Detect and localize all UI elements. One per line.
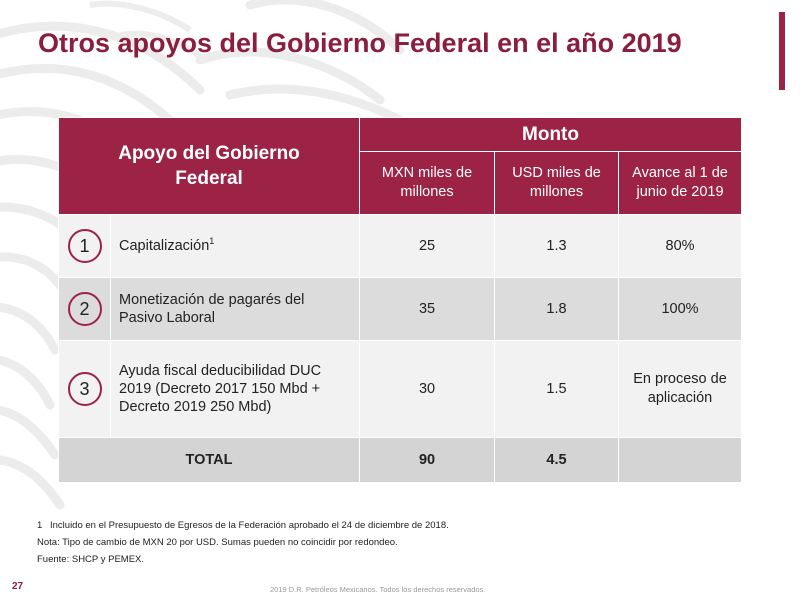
row-mxn: 35 (359, 277, 496, 341)
number-circle-icon: 3 (67, 372, 102, 406)
table-row: 3 Ayuda fiscal deducibilidad DUC 2019 (D… (58, 340, 743, 438)
row-description: Monetización de pagarés del Pasivo Labor… (109, 277, 361, 341)
footnote-marker: 1 (209, 236, 215, 247)
row-description-text: Capitalización (119, 238, 210, 254)
number-circle-icon: 2 (67, 292, 102, 326)
table-row: 1 Capitalización1 25 1.3 80% (58, 214, 743, 278)
page-title: Otros apoyos del Gobierno Federal en el … (38, 28, 682, 58)
header-monto: Monto (359, 117, 743, 152)
header-mxn: MXN miles de millones (359, 151, 496, 215)
table-row: 2 Monetización de pagarés del Pasivo Lab… (58, 277, 743, 341)
total-usd: 4.5 (494, 437, 620, 483)
header-row-2: MXN miles de millones USD miles de millo… (59, 151, 743, 215)
row-description: Ayuda fiscal deducibilidad DUC 2019 (Dec… (109, 340, 361, 438)
row-avance: 100% (618, 277, 743, 341)
accent-bar (779, 12, 785, 90)
row-usd: 1.8 (494, 277, 620, 341)
header-usd: USD miles de millones (494, 151, 620, 215)
footnote-text: Incluido en el Presupuesto de Egresos de… (50, 520, 449, 531)
row-usd: 1.5 (494, 340, 620, 438)
number-circle-icon: 1 (67, 229, 102, 263)
copyright-text: 2019 D.R. Petróleos Mexicanos. Todos los… (270, 585, 486, 594)
row-number-cell: 2 (58, 277, 111, 341)
header-row-1: Apoyo del Gobierno Federal Monto (57, 117, 743, 215)
header-avance: Avance al 1 de junio de 2019 (618, 151, 743, 215)
footnotes: 1 Incluido en el Presupuesto de Egresos d… (37, 517, 449, 568)
row-number-cell: 1 (58, 214, 111, 278)
total-label: TOTAL (57, 437, 361, 483)
row-description: Capitalización1 (109, 214, 361, 278)
total-row: TOTAL 90 4.5 (57, 437, 743, 483)
header-apoyo: Apoyo del Gobierno Federal (57, 117, 361, 215)
row-avance: En proceso de aplicación (618, 340, 743, 438)
total-mxn: 90 (359, 437, 496, 483)
source-note: Fuente: SHCP y PEMEX. (37, 554, 145, 565)
footnote-1: 1 Incluido en el Presupuesto de Egresos d… (37, 517, 449, 534)
row-number-cell: 3 (58, 340, 111, 438)
total-avance (618, 437, 743, 483)
footnote-number: 1 (37, 520, 43, 531)
row-mxn: 30 (359, 340, 496, 438)
row-usd: 1.3 (494, 214, 620, 278)
row-mxn: 25 (359, 214, 496, 278)
page-number: 27 (12, 581, 24, 592)
exchange-rate-note: Nota: Tipo de cambio de MXN 20 por USD. … (37, 537, 398, 548)
row-avance: 80% (618, 214, 743, 278)
support-table: Apoyo del Gobierno Federal Monto MXN mil… (57, 117, 743, 483)
